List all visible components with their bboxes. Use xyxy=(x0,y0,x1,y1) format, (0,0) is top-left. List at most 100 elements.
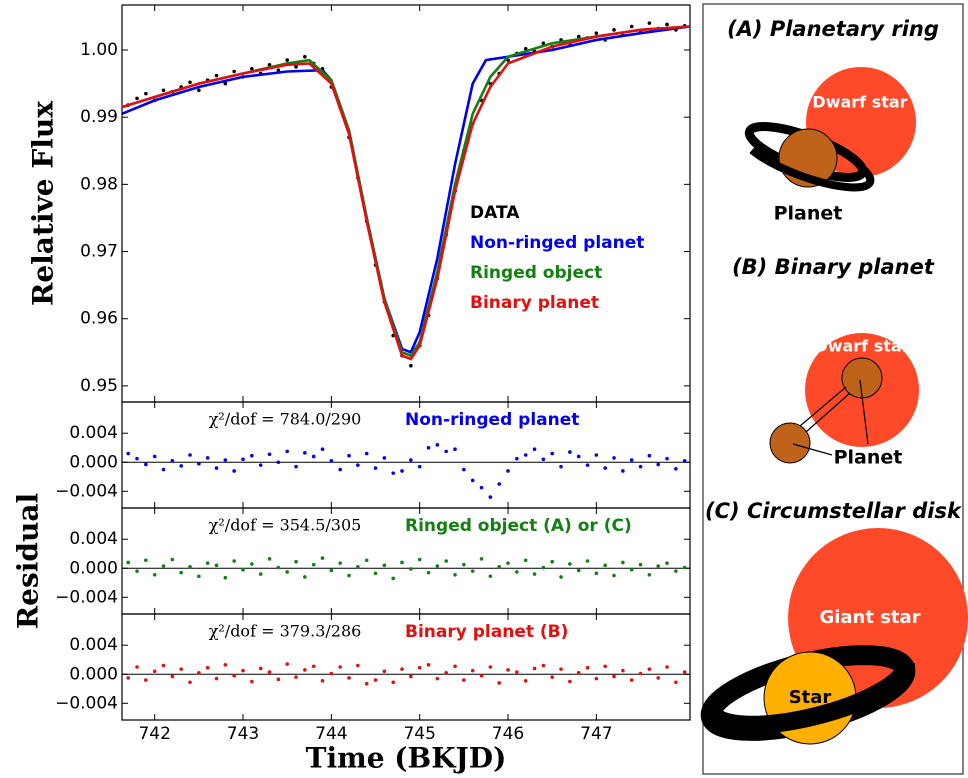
data-point xyxy=(329,568,334,573)
data-point xyxy=(585,559,590,563)
data-point xyxy=(329,671,334,676)
data-point xyxy=(532,666,537,671)
data-point xyxy=(276,565,281,570)
data-point xyxy=(223,663,228,667)
data-point xyxy=(144,558,148,563)
data-point xyxy=(338,561,342,565)
data-point xyxy=(506,561,510,565)
data-point xyxy=(523,678,528,683)
data-point xyxy=(161,88,166,93)
data-point xyxy=(603,466,607,470)
legend-label: Non-ringed planet xyxy=(470,233,644,253)
plot-frame xyxy=(121,4,691,403)
data-point xyxy=(541,457,546,462)
data-point xyxy=(479,557,484,561)
data-point xyxy=(532,447,537,451)
star-label: Giant star xyxy=(819,607,920,628)
data-point xyxy=(647,572,652,577)
data-point xyxy=(373,678,378,682)
data-point xyxy=(391,576,395,581)
data-point xyxy=(674,569,678,573)
data-point xyxy=(585,665,590,670)
data-point xyxy=(682,459,687,463)
y-tick-label: 0.000 xyxy=(69,664,118,684)
data-point xyxy=(135,569,139,573)
data-point xyxy=(523,453,528,457)
data-point xyxy=(665,22,669,27)
connector xyxy=(799,386,847,427)
data-point xyxy=(523,558,528,563)
data-point xyxy=(250,453,254,458)
data-point xyxy=(594,31,599,36)
data-point xyxy=(603,664,607,669)
data-point xyxy=(126,560,130,565)
data-point xyxy=(576,34,581,39)
panel-title: (B) Binary planet xyxy=(732,255,935,279)
data-point xyxy=(576,454,581,459)
data-point xyxy=(665,456,669,461)
series-label: Ringed object (A) or (C) xyxy=(405,516,632,536)
data-point xyxy=(612,674,616,679)
data-point xyxy=(320,447,325,451)
diagram-frame xyxy=(702,3,964,775)
data-point xyxy=(638,562,643,567)
data-point xyxy=(364,681,369,686)
data-point xyxy=(515,570,519,574)
data-point xyxy=(205,561,210,565)
data-point xyxy=(267,670,272,674)
data-point xyxy=(232,469,236,473)
data-point xyxy=(647,453,652,458)
data-point xyxy=(515,456,519,461)
x-tick-label: 747 xyxy=(580,724,612,744)
data-point xyxy=(400,667,404,671)
data-point xyxy=(568,450,572,454)
data-point xyxy=(294,559,298,564)
data-point xyxy=(320,678,325,683)
data-point xyxy=(621,560,625,565)
disk-front xyxy=(703,663,916,734)
data-point xyxy=(479,485,484,490)
data-point xyxy=(382,456,387,460)
x-tick-label: 745 xyxy=(403,724,435,744)
data-point xyxy=(462,467,466,472)
data-point xyxy=(568,562,572,566)
data-point xyxy=(682,670,687,674)
data-point xyxy=(559,464,563,469)
data-point xyxy=(409,567,413,571)
connector xyxy=(805,392,851,433)
data-point xyxy=(382,669,387,674)
data-point xyxy=(152,669,157,674)
data-point xyxy=(444,449,448,454)
data-point xyxy=(223,81,228,86)
data-point xyxy=(417,665,422,670)
y-tick-label: 0.000 xyxy=(69,558,118,578)
planet xyxy=(769,422,811,464)
data-point xyxy=(621,469,625,473)
data-point xyxy=(223,458,228,462)
data-point xyxy=(144,678,148,682)
data-point xyxy=(426,445,431,450)
data-point xyxy=(629,567,634,572)
data-point xyxy=(267,62,272,67)
data-point xyxy=(426,663,431,667)
data-point xyxy=(276,677,281,682)
data-point xyxy=(665,665,669,669)
y-tick-label: −0.004 xyxy=(55,587,118,607)
data-point xyxy=(250,562,254,566)
data-point xyxy=(258,463,263,467)
data-point xyxy=(559,667,563,671)
data-point xyxy=(594,676,599,681)
data-point xyxy=(144,91,148,96)
data-point xyxy=(267,557,272,561)
fit-statistic: χ²/dof = 354.5/305 xyxy=(209,516,362,535)
data-point xyxy=(285,570,289,574)
data-point xyxy=(197,671,201,675)
data-point xyxy=(161,663,166,668)
data-point xyxy=(585,463,590,467)
data-point xyxy=(294,675,298,679)
y-tick-label: 0.97 xyxy=(80,242,118,262)
data-point xyxy=(417,464,422,469)
data-point xyxy=(152,572,157,577)
data-point xyxy=(188,680,192,685)
data-point xyxy=(179,464,183,468)
